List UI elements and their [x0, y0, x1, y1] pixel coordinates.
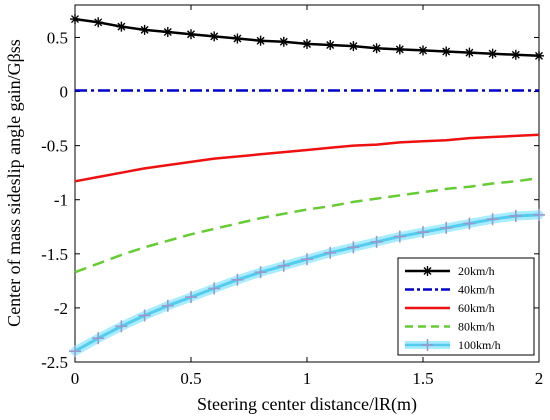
series-100km/h	[69, 208, 545, 358]
plus-marker	[69, 345, 81, 358]
plus-marker	[161, 299, 174, 312]
legend-box	[397, 257, 535, 356]
legend-label: 100km/h	[458, 338, 501, 352]
series-layer	[69, 14, 545, 358]
asterisk-marker	[209, 31, 220, 42]
asterisk-marker	[487, 48, 498, 59]
legend-entry: 60km/h	[405, 301, 495, 315]
legend-label: 20km/h	[458, 264, 495, 278]
asterisk-marker	[441, 46, 452, 57]
x-tick-label: 2	[535, 369, 544, 388]
plus-marker	[324, 246, 337, 259]
asterisk-marker	[348, 41, 359, 52]
legend: 20km/h 40km/h 60km/h 80km/h 100km/h	[397, 257, 535, 356]
x-tick-label: 1.5	[412, 369, 433, 388]
asterisk-marker	[162, 27, 173, 38]
series-20km/h	[70, 14, 544, 61]
asterisk-marker	[302, 38, 312, 49]
asterisk-marker	[371, 43, 382, 54]
series-line	[74, 176, 540, 274]
asterisk-marker	[464, 47, 475, 58]
asterisk-marker	[325, 40, 336, 51]
plus-marker	[115, 320, 128, 333]
x-axis-title: Steering center distance/lR(m)	[197, 394, 417, 415]
x-tick-label: 0.5	[180, 369, 201, 388]
asterisk-marker	[93, 17, 104, 28]
legend-label: 80km/h	[458, 320, 495, 334]
asterisk-marker	[278, 36, 289, 47]
plus-marker	[417, 226, 429, 239]
legend-label: 40km/h	[458, 283, 495, 297]
plus-marker	[92, 332, 105, 345]
legend-entry: 40km/h	[405, 283, 495, 297]
legend-entry: 100km/h	[405, 338, 501, 352]
x-tick-label: 0	[71, 369, 80, 388]
asterisk-marker	[418, 45, 428, 56]
asterisk-marker	[116, 21, 127, 32]
plus-marker	[347, 241, 360, 254]
asterisk-marker	[422, 266, 433, 276]
plus-marker	[301, 253, 313, 266]
y-tick-label: -2.5	[41, 353, 68, 372]
plus-marker	[533, 208, 545, 221]
plus-marker	[254, 266, 267, 279]
plus-marker	[138, 309, 151, 322]
plus-marker	[486, 213, 499, 226]
x-axis: 0 0.5 1 1.5 2	[71, 5, 544, 388]
y-tick-label: 0.5	[47, 28, 68, 47]
plus-marker	[277, 259, 290, 272]
asterisk-marker	[70, 14, 80, 25]
plus-marker	[231, 273, 244, 286]
y-tick-label: -1	[54, 191, 68, 210]
legend-entry: 20km/h	[405, 264, 495, 278]
plus-marker	[393, 230, 406, 243]
plus-marker	[440, 221, 453, 234]
asterisk-marker	[255, 35, 266, 46]
series-80km/h	[74, 176, 540, 274]
y-tick-label: -0.5	[41, 137, 68, 156]
asterisk-marker	[534, 50, 544, 61]
plus-marker	[208, 282, 221, 295]
plus-marker	[509, 209, 522, 222]
legend-entry: 80km/h	[405, 320, 495, 334]
asterisk-marker	[186, 29, 196, 40]
y-tick-label: -2	[54, 299, 68, 318]
plus-marker	[185, 291, 197, 304]
x-tick-label: 1	[303, 369, 312, 388]
series-60km/h	[74, 133, 540, 183]
plus-marker	[370, 235, 383, 248]
y-tick-label: -1.5	[41, 245, 68, 264]
y-axis: 0.5 0 -0.5 -1 -1.5 -2 -2.5	[41, 28, 539, 372]
asterisk-marker	[232, 33, 243, 44]
series-line	[74, 133, 540, 183]
asterisk-marker	[394, 44, 405, 55]
asterisk-marker	[510, 49, 521, 60]
y-tick-label: 0	[60, 83, 69, 102]
legend-label: 60km/h	[458, 301, 495, 315]
y-axis-title: Center of mass sideslip angle gain/Gβss	[4, 39, 24, 327]
asterisk-marker	[139, 24, 150, 35]
plus-marker	[463, 217, 476, 230]
plus-marker	[421, 339, 434, 351]
